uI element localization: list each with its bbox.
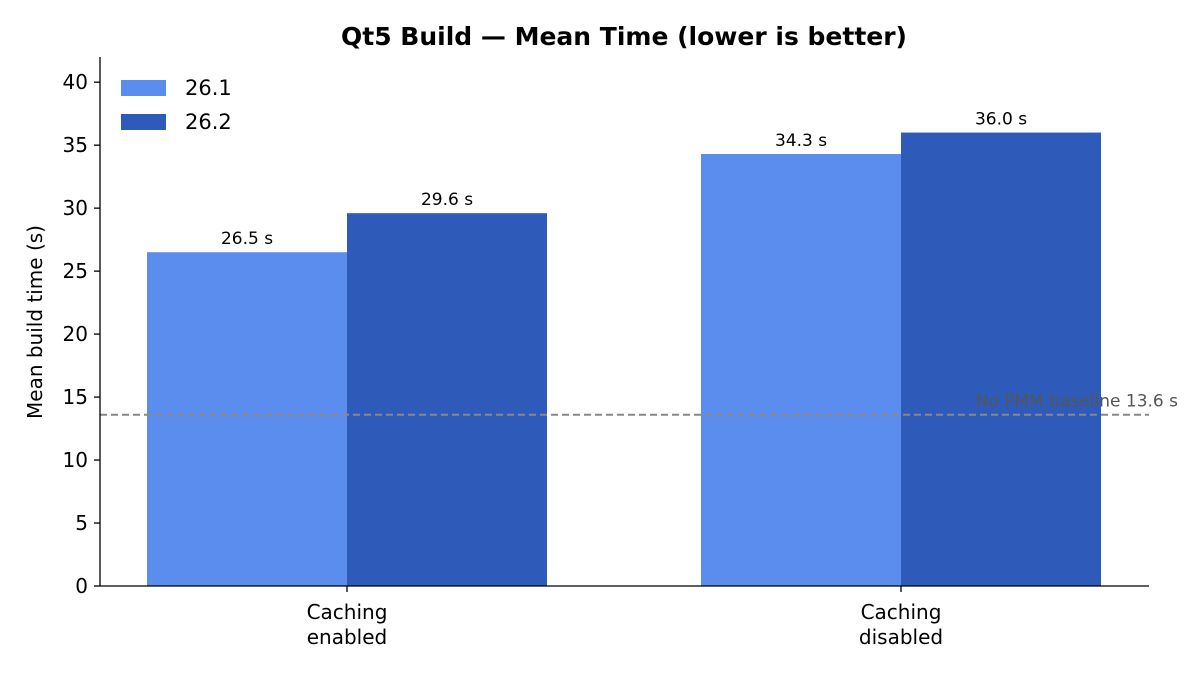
legend-label: 26.1 xyxy=(185,76,232,100)
legend: 26.1 26.2 xyxy=(121,76,232,134)
y-tick-label: 20 xyxy=(63,322,88,346)
x-tick-label: disabled xyxy=(859,625,943,649)
chart-title: Qt5 Build — Mean Time (lower is better) xyxy=(341,22,907,51)
legend-swatch xyxy=(121,114,166,130)
y-tick-label: 10 xyxy=(63,448,88,472)
y-tick-label: 30 xyxy=(63,196,88,220)
y-tick-label: 0 xyxy=(75,574,88,598)
legend-label: 26.2 xyxy=(185,110,232,134)
data-label: 36.0 s xyxy=(975,110,1027,130)
y-tick-label: 25 xyxy=(63,259,88,283)
y-tick-label: 5 xyxy=(75,511,88,535)
y-axis-label: Mean build time (s) xyxy=(23,225,47,419)
plot-area: 26.5 s 34.3 s 29.6 s 36.0 s No PMM baseline … xyxy=(63,57,1178,649)
bar-26-1-0 xyxy=(147,252,347,586)
x-tick-label: Caching xyxy=(307,600,388,624)
y-tick-label: 15 xyxy=(63,385,88,409)
bar-26-2-1 xyxy=(901,132,1101,587)
legend-swatch xyxy=(121,80,166,96)
data-label: 29.6 s xyxy=(421,190,473,210)
data-label: 34.3 s xyxy=(775,131,827,151)
y-tick-label: 40 xyxy=(63,70,88,94)
x-tick-label: Caching xyxy=(861,600,942,624)
x-tick-label: enabled xyxy=(307,625,388,649)
data-label: 26.5 s xyxy=(221,229,273,249)
bar-26-1-1 xyxy=(701,153,901,586)
baseline-reference-label: No PMM baseline 13.6 s xyxy=(976,392,1178,412)
bar-26-2-0 xyxy=(347,213,547,586)
y-tick-label: 35 xyxy=(63,133,88,157)
